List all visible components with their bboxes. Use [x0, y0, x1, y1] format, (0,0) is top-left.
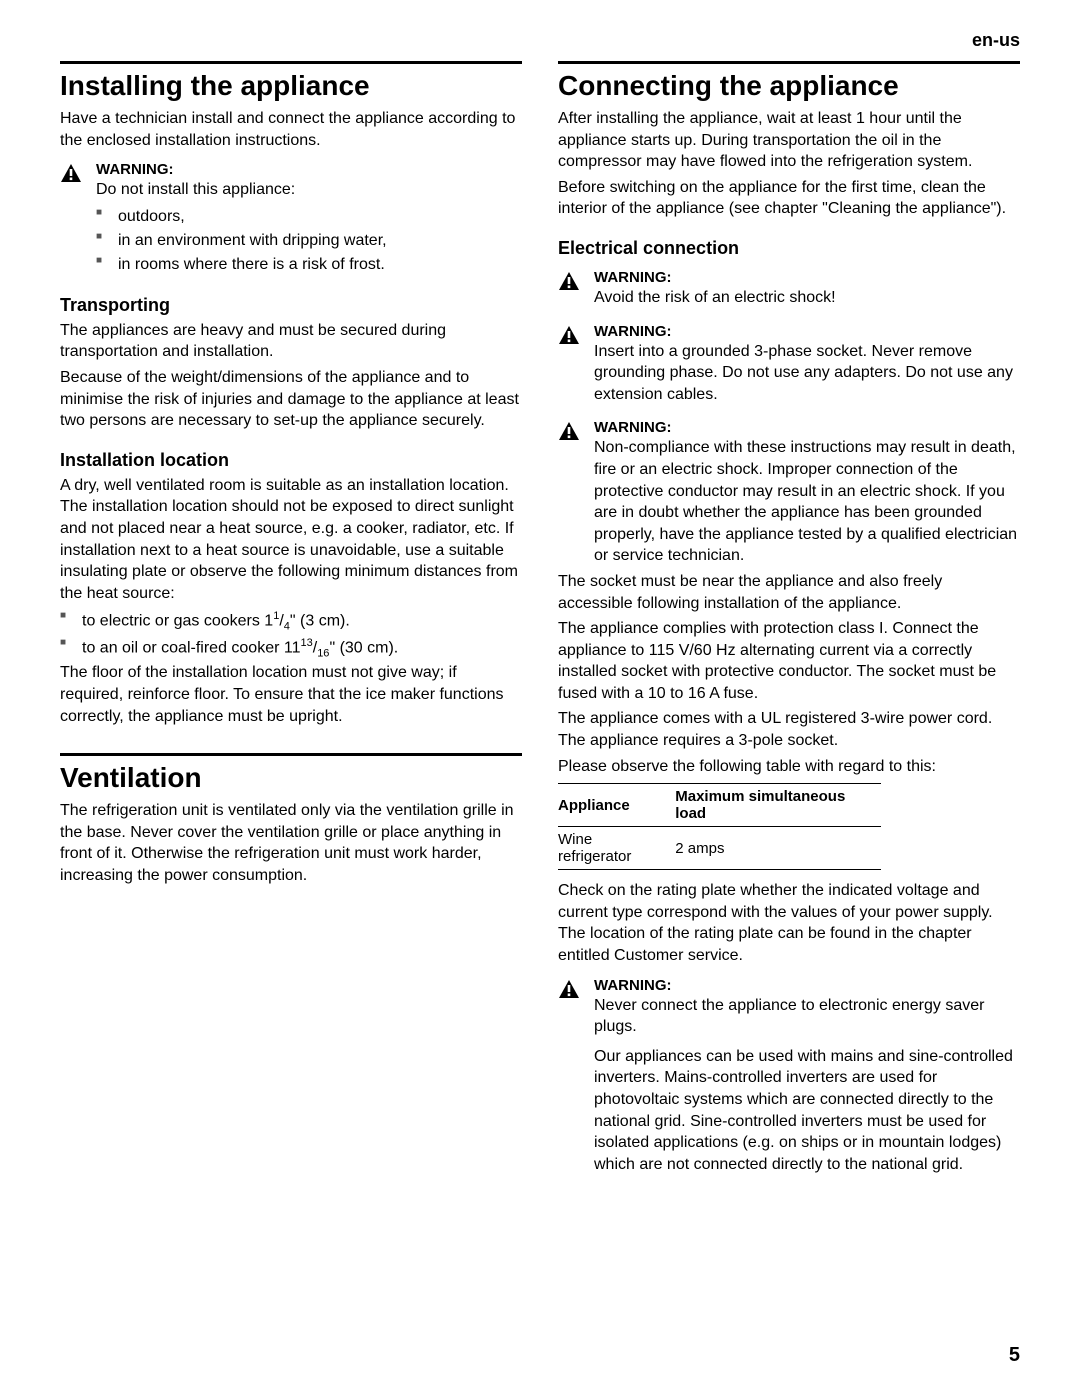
heading-transporting: Transporting [60, 295, 522, 316]
language-tag: en-us [60, 30, 1020, 51]
heading-location: Installation location [60, 450, 522, 471]
transporting-p1: The appliances are heavy and must be sec… [60, 320, 522, 363]
left-column: Installing the appliance Have a technici… [60, 61, 522, 1179]
warning-text-2: Our appliances can be used with mains an… [594, 1046, 1020, 1176]
warning-label: WARNING: [96, 161, 174, 178]
table-header: Maximum simultaneous load [675, 784, 881, 827]
right-column: Connecting the appliance After installin… [558, 61, 1020, 1179]
warning-block: WARNING: Non-compliance with these instr… [558, 419, 1020, 571]
electrical-p3: The socket must be near the appliance an… [558, 571, 1020, 614]
table-cell: Wine refrigerator [558, 827, 675, 870]
transporting-p2: Because of the weight/dimensions of the … [60, 367, 522, 432]
warning-block: WARNING: Do not install this appliance: … [60, 161, 522, 277]
item-pre: to electric or gas cookers 1 [82, 613, 273, 630]
warning-block: WARNING: Insert into a grounded 3-phase … [558, 323, 1020, 410]
section-rule [558, 61, 1020, 64]
heading-electrical: Electrical connection [558, 238, 1020, 259]
warning-icon [558, 323, 580, 410]
item-den: 16 [317, 648, 329, 660]
section-rule [60, 753, 522, 756]
electrical-p5: The appliance comes with a UL registered… [558, 708, 1020, 751]
table-row: Wine refrigerator 2 amps [558, 827, 881, 870]
item-pre: to an oil or coal-fired cooker 11 [82, 640, 300, 657]
warning-text: Non-compliance with these instructions m… [594, 437, 1020, 567]
distance-item: to electric or gas cookers 11/4" (3 cm). [60, 608, 522, 635]
warning-icon [558, 977, 580, 1180]
warning-block: WARNING: Never connect the appliance to … [558, 977, 1020, 1180]
warning-icon [558, 269, 580, 313]
warning-icon [60, 161, 82, 277]
electrical-p7: Check on the rating plate whether the in… [558, 880, 1020, 966]
electrical-p4: The appliance complies with protection c… [558, 618, 1020, 704]
warning-item: in an environment with dripping water, [96, 229, 522, 253]
item-num: 1 [273, 610, 279, 622]
warning-block: WARNING: Avoid the risk of an electric s… [558, 269, 1020, 313]
warning-label: WARNING: [594, 269, 672, 286]
warning-item: in rooms where there is a risk of frost. [96, 253, 522, 277]
warning-label: WARNING: [594, 323, 672, 340]
ventilation-p1: The refrigeration unit is ventilated onl… [60, 800, 522, 886]
table-cell: 2 amps [675, 827, 881, 870]
connecting-p1: After installing the appliance, wait at … [558, 108, 1020, 173]
warning-lead: Do not install this appliance: [96, 179, 522, 201]
item-post: " (3 cm). [290, 613, 350, 630]
warning-text: Avoid the risk of an electric shock! [594, 287, 1020, 309]
location-p1: A dry, well ventilated room is suitable … [60, 475, 522, 605]
heading-connecting: Connecting the appliance [558, 70, 1020, 102]
warning-text: Insert into a grounded 3-phase socket. N… [594, 341, 1020, 406]
section-rule [60, 61, 522, 64]
item-num: 13 [300, 637, 312, 649]
distance-item: to an oil or coal-fired cooker 1113/16" … [60, 635, 522, 662]
heading-installing: Installing the appliance [60, 70, 522, 102]
connecting-p2: Before switching on the appliance for th… [558, 177, 1020, 220]
load-table: Appliance Maximum simultaneous load Wine… [558, 783, 881, 870]
warning-icon [558, 419, 580, 571]
heading-ventilation: Ventilation [60, 762, 522, 794]
warning-label: WARNING: [594, 419, 672, 436]
warning-label: WARNING: [594, 977, 672, 994]
warning-text: Never connect the appliance to electroni… [594, 995, 1020, 1038]
warning-item: outdoors, [96, 205, 522, 229]
item-post: " (30 cm). [329, 640, 398, 657]
table-header: Appliance [558, 784, 675, 827]
location-p2: The floor of the installation location m… [60, 662, 522, 727]
page-number: 5 [1009, 1344, 1020, 1367]
electrical-p6: Please observe the following table with … [558, 756, 1020, 778]
installing-intro: Have a technician install and connect th… [60, 108, 522, 151]
